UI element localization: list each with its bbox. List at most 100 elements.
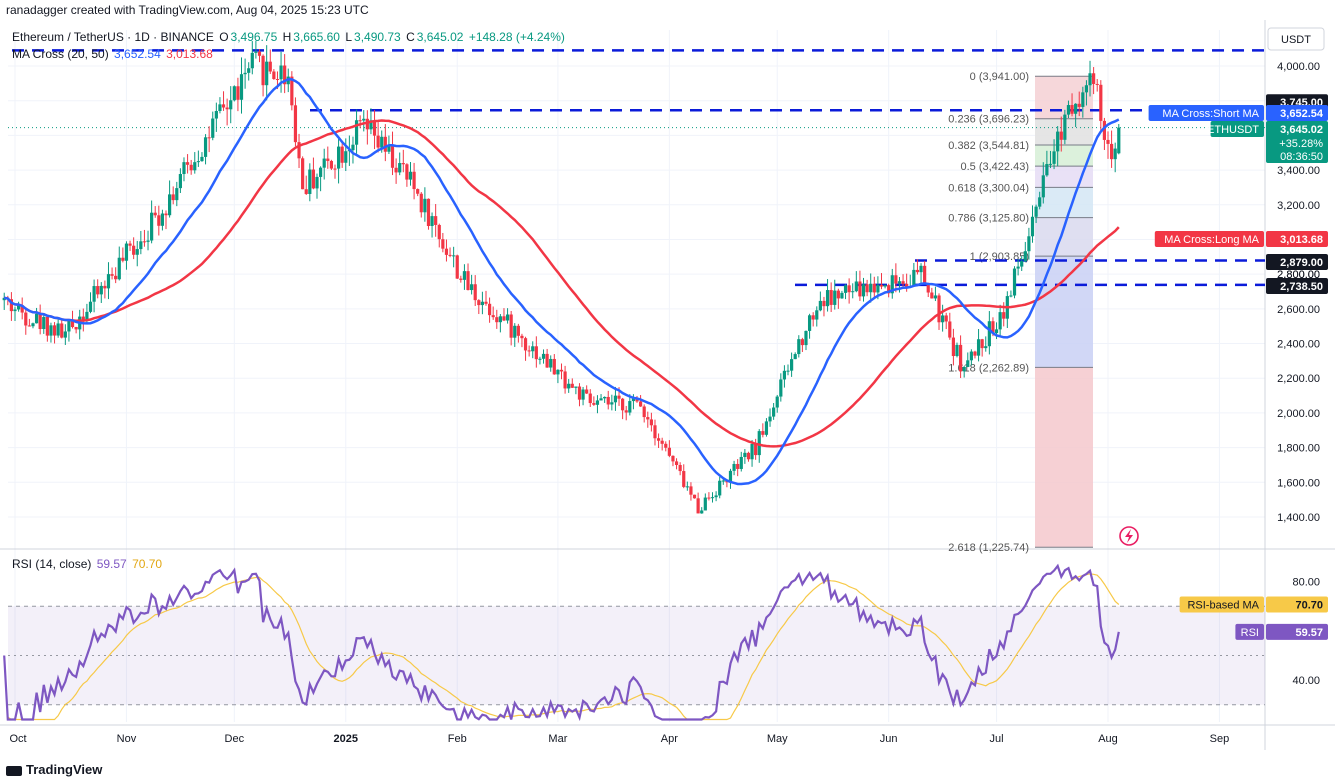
fib-zone — [1035, 144, 1093, 167]
time-tick-label: May — [767, 733, 788, 745]
label-short-ma-value: 3,652.54 — [1280, 108, 1324, 120]
candle — [175, 181, 179, 207]
candle — [944, 312, 948, 330]
rsi-ma-name-label: RSI-based MA — [1187, 599, 1259, 611]
candle — [520, 333, 524, 348]
candle — [34, 307, 39, 324]
rsi-name-label-bg — [1235, 623, 1264, 640]
candle — [941, 304, 945, 332]
candle — [470, 274, 474, 295]
rsi-line — [3, 563, 1120, 722]
candle — [272, 69, 276, 80]
candle — [247, 62, 251, 81]
candle — [955, 342, 959, 358]
candle — [326, 146, 330, 169]
candle — [700, 507, 704, 514]
candle — [1009, 290, 1013, 298]
candle — [728, 468, 733, 489]
candle — [696, 492, 700, 514]
candle — [139, 230, 143, 255]
long-ma-line — [3, 119, 1120, 448]
candle — [1099, 80, 1103, 132]
candle — [905, 273, 909, 292]
fib-level-label: 2.618 (1,225.74) — [948, 542, 1029, 554]
candle — [585, 385, 589, 394]
candle — [243, 58, 247, 89]
price-tick-label: 2,200.00 — [1277, 373, 1320, 385]
time-tick-label: Jul — [990, 733, 1004, 745]
candle — [164, 210, 168, 230]
rsi-ma-line — [3, 573, 1120, 721]
candle — [714, 491, 718, 502]
candle — [239, 57, 244, 114]
candle — [761, 423, 765, 438]
candle — [49, 322, 53, 343]
candle — [603, 396, 607, 403]
fib-level-label: 0.618 (3,300.04) — [948, 182, 1029, 194]
candle — [1063, 109, 1067, 145]
candle — [574, 386, 578, 395]
candle — [254, 40, 258, 59]
candle — [218, 97, 222, 114]
candle — [901, 274, 905, 287]
candle — [610, 394, 614, 411]
candle — [1092, 67, 1096, 95]
time-tick-label: Aug — [1098, 733, 1118, 745]
bolt-icon[interactable] — [1119, 526, 1139, 546]
candle — [301, 156, 305, 190]
candle — [559, 363, 564, 380]
axes: 4,000.003,800.003,600.003,400.003,200.00… — [9, 27, 1325, 745]
candle — [477, 299, 481, 315]
bolt-icon-glyph — [1125, 529, 1133, 543]
rsi-tick-label: 80.00 — [1292, 577, 1320, 589]
candle — [498, 314, 502, 333]
rsi-legend[interactable]: RSI (14, close) 59.57 70.70 — [12, 557, 163, 571]
candle — [178, 168, 182, 193]
candle — [106, 262, 111, 300]
candle — [401, 149, 405, 173]
candle — [1117, 124, 1121, 155]
candle — [804, 330, 808, 351]
rsi-name-label: RSI — [1241, 627, 1259, 639]
fibonacci-retracement[interactable]: 0 (3,941.00) 0.236 (3,696.23) 0.382 (3,544… — [948, 71, 1093, 554]
candle — [452, 246, 456, 268]
candle — [117, 246, 121, 281]
currency-box — [1267, 27, 1325, 51]
candle — [667, 440, 671, 458]
candle — [732, 460, 736, 476]
candle — [128, 240, 132, 251]
candle — [937, 293, 941, 330]
candle — [930, 287, 934, 299]
candle — [484, 290, 488, 306]
horizontal-lines[interactable] — [8, 49, 1265, 287]
candle — [333, 164, 337, 179]
candle — [351, 136, 355, 164]
label-ethusdt-name: ETHUSDT — [1207, 124, 1259, 136]
price-tick-label: 3,400.00 — [1277, 165, 1320, 177]
time-tick-label: Sep — [1210, 733, 1230, 745]
candle — [890, 268, 894, 299]
candle — [203, 134, 208, 165]
candle — [678, 462, 682, 476]
candle — [807, 313, 812, 339]
candle — [779, 373, 783, 402]
candle — [818, 291, 822, 312]
candle — [441, 232, 445, 253]
candle — [153, 206, 157, 218]
symbol-title[interactable]: Ethereum / TetherUS · 1D · BINANCE — [12, 30, 214, 44]
candle — [157, 205, 161, 236]
candle — [556, 369, 560, 384]
candle — [466, 263, 470, 291]
candle — [757, 429, 761, 463]
tradingview-logo: TradingView — [6, 762, 104, 777]
candle — [588, 389, 592, 407]
candle — [329, 159, 333, 171]
candle — [322, 148, 326, 180]
label-short-ma-name: MA Cross:Short MA — [1162, 108, 1259, 120]
candle — [99, 282, 103, 303]
fib-zone — [1035, 256, 1093, 368]
ma-legend[interactable]: MA Cross (20, 50) 3,652.54 3,013.68 — [12, 47, 213, 61]
candle — [793, 352, 797, 360]
candle — [92, 279, 96, 313]
